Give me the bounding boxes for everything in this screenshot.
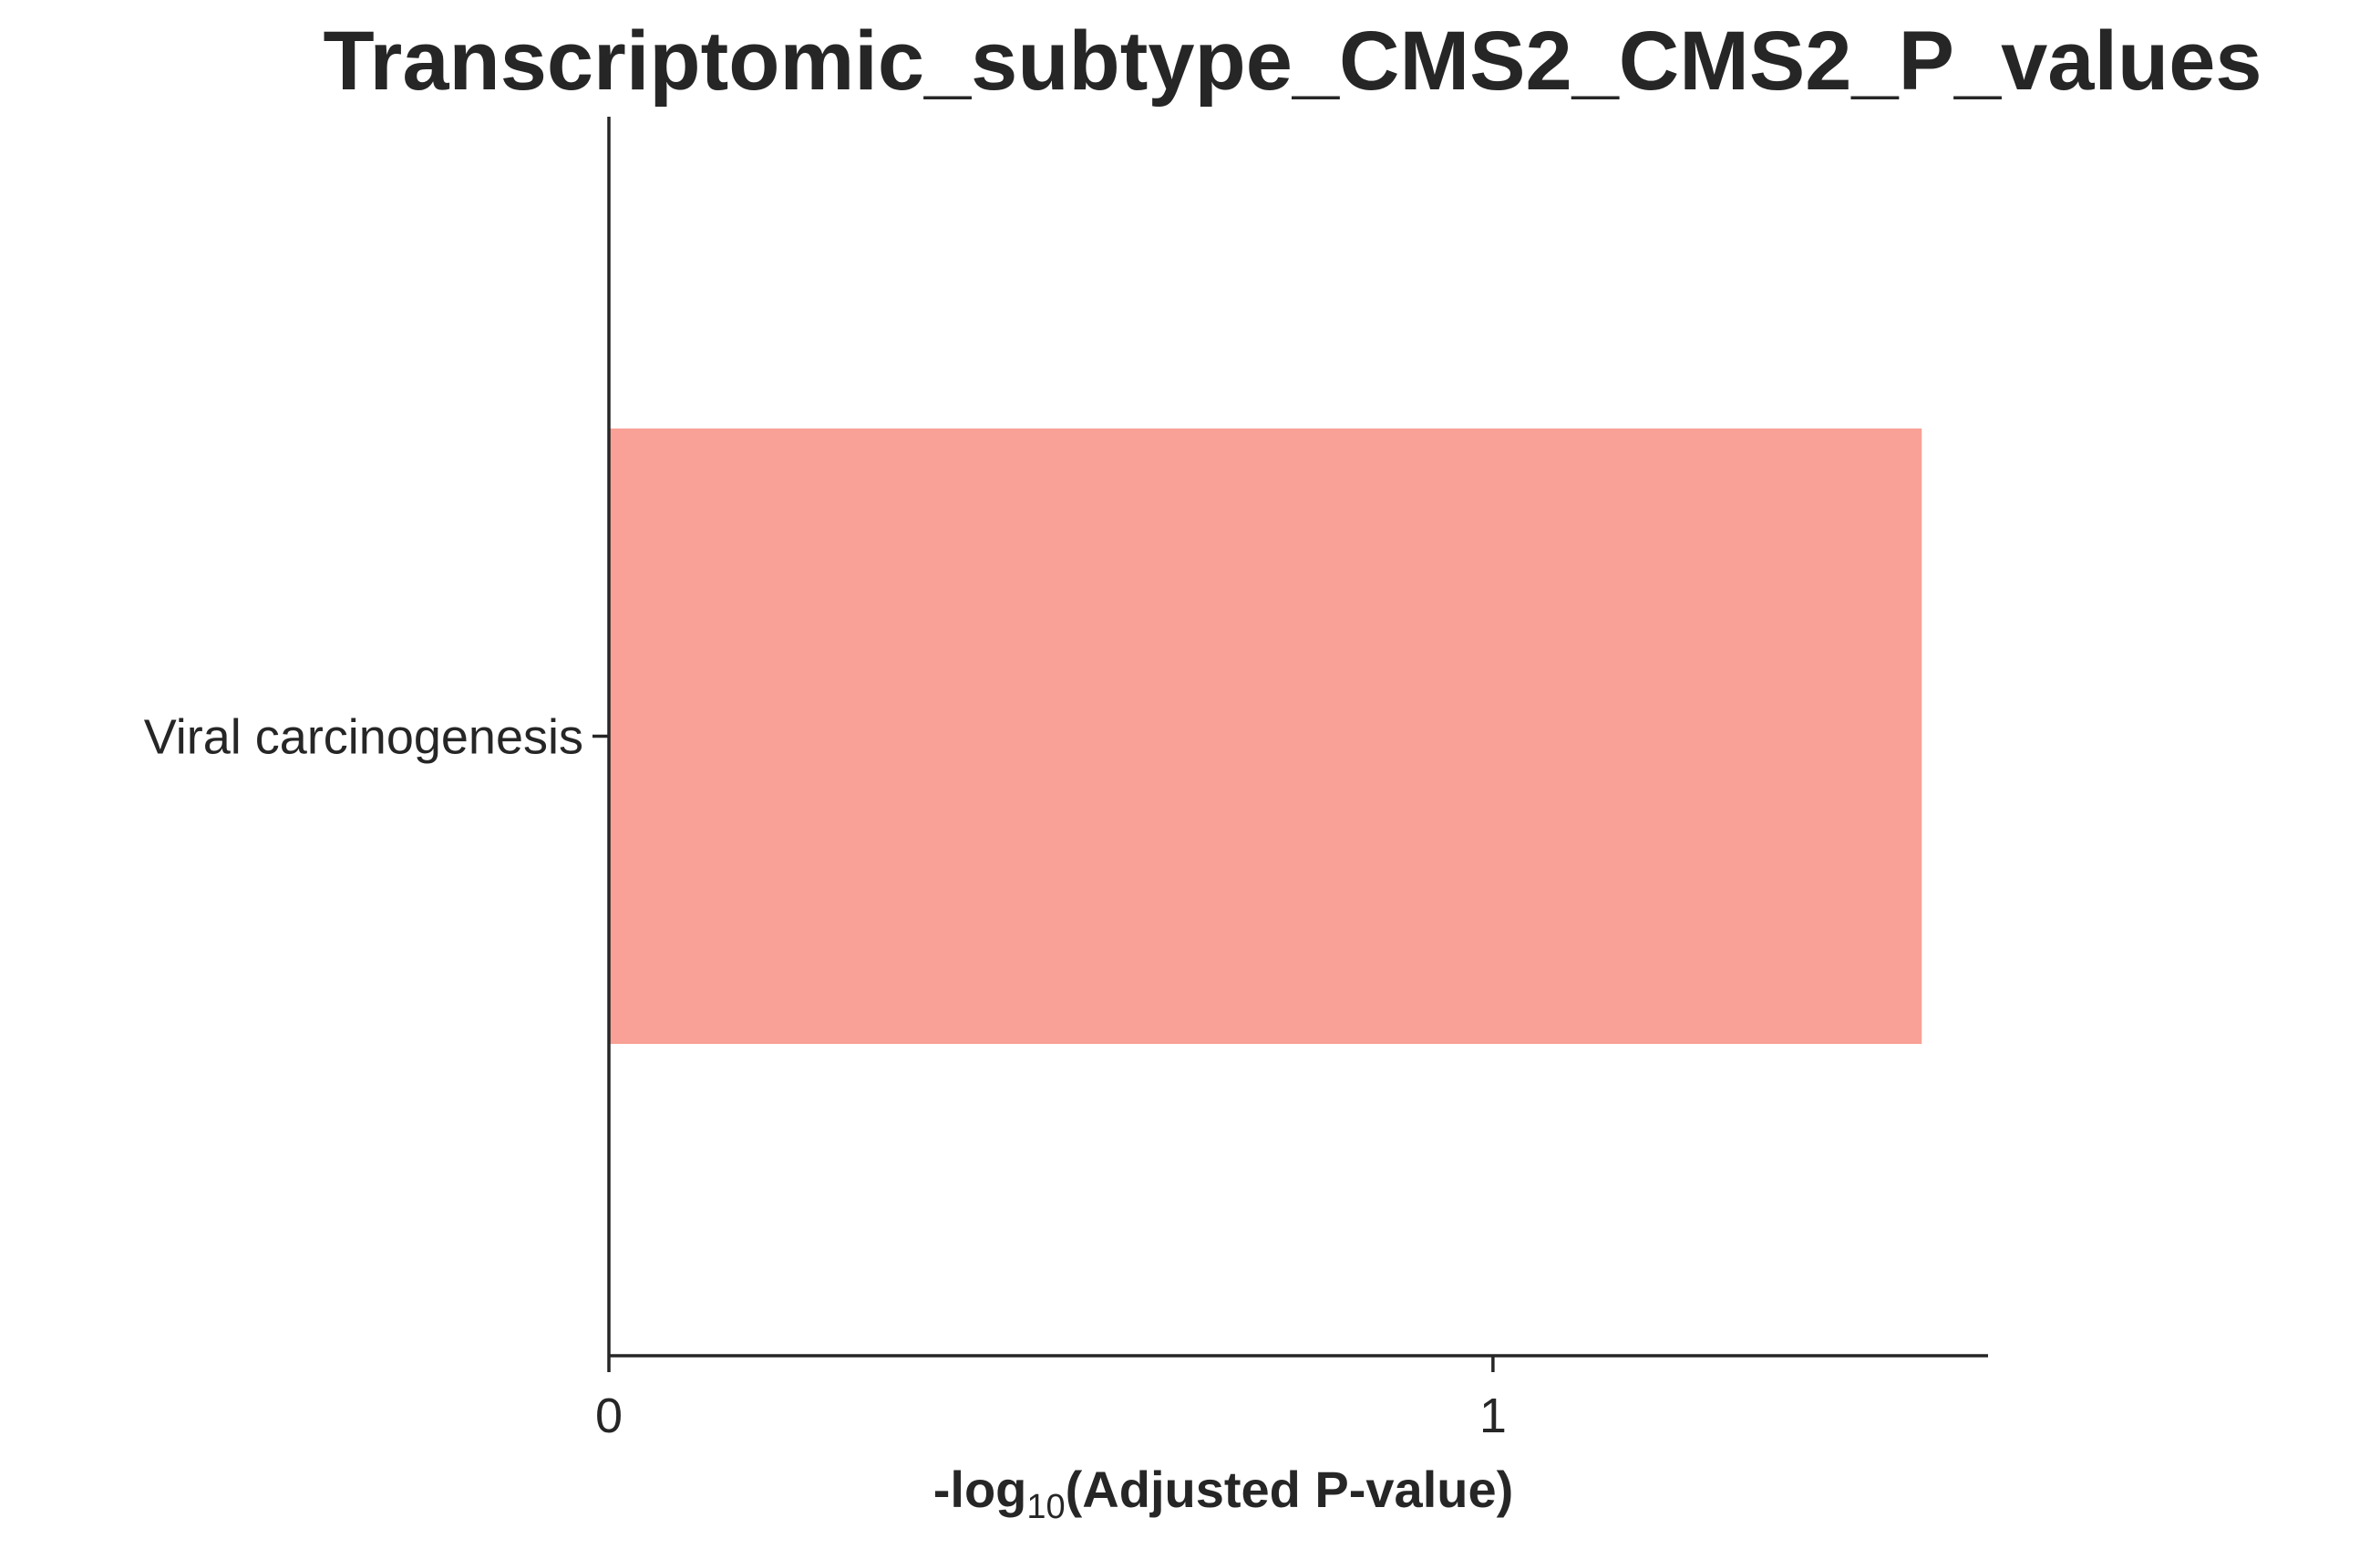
x-axis-label-subscript: 10 [1026, 1488, 1065, 1526]
chart-title: Transcriptomic_subtype_CMS2_CMS2_P_value… [323, 15, 2262, 108]
y-tick-label: Viral carcinogenesis [144, 710, 583, 765]
x-axis-label: -log10(Adjusted P-value) [933, 1461, 1514, 1526]
x-tick-label: 1 [1479, 1389, 1507, 1443]
x-tick-label: 0 [595, 1389, 623, 1443]
y-axis-ticks: Viral carcinogenesis [144, 710, 609, 765]
x-axis-label-suffix: (Adjusted P-value) [1066, 1461, 1514, 1518]
x-axis-label-prefix: -log [933, 1461, 1027, 1518]
bar-viral-carcinogenesis [609, 429, 1922, 1044]
bars-group [609, 429, 1922, 1044]
